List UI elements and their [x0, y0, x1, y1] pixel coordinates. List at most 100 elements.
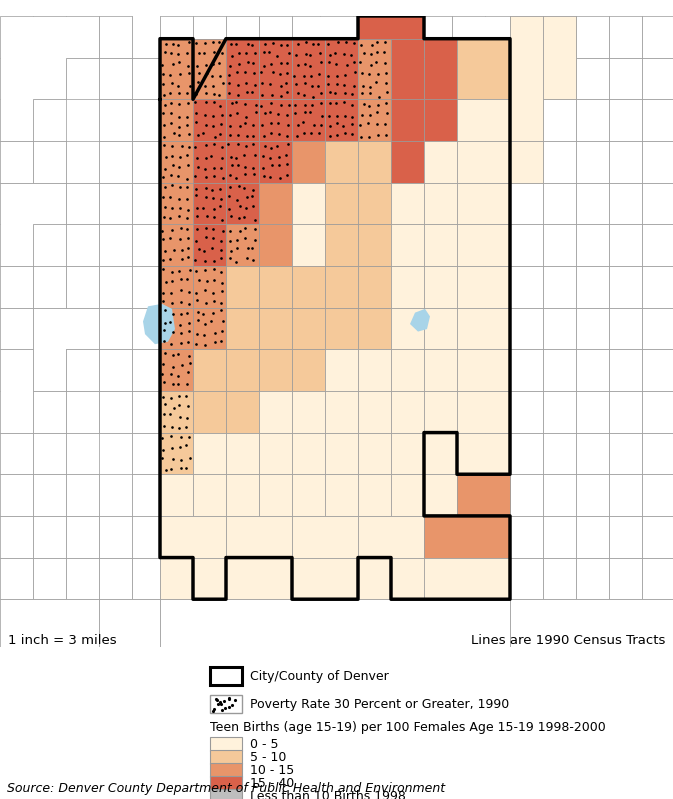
Polygon shape [457, 141, 510, 183]
Polygon shape [193, 266, 226, 308]
Polygon shape [424, 308, 457, 349]
Polygon shape [424, 225, 457, 266]
Polygon shape [325, 391, 358, 432]
Polygon shape [510, 141, 543, 183]
Polygon shape [160, 349, 193, 391]
Polygon shape [0, 475, 33, 516]
Polygon shape [642, 99, 673, 141]
Polygon shape [642, 308, 673, 349]
FancyBboxPatch shape [210, 789, 242, 799]
Polygon shape [510, 183, 543, 225]
Polygon shape [160, 558, 226, 599]
Polygon shape [510, 558, 543, 599]
Polygon shape [292, 183, 325, 225]
Polygon shape [391, 391, 424, 432]
Polygon shape [543, 225, 576, 266]
Polygon shape [292, 349, 325, 391]
Polygon shape [160, 308, 193, 349]
Text: 5 - 10: 5 - 10 [250, 750, 287, 764]
Polygon shape [33, 141, 66, 183]
Polygon shape [0, 599, 99, 647]
Polygon shape [33, 391, 66, 432]
Polygon shape [576, 141, 609, 183]
Polygon shape [510, 349, 543, 391]
Polygon shape [424, 99, 457, 141]
Polygon shape [292, 38, 325, 99]
Polygon shape [457, 475, 510, 516]
Polygon shape [576, 349, 609, 391]
Polygon shape [358, 475, 391, 516]
Polygon shape [543, 141, 576, 183]
Polygon shape [642, 225, 673, 266]
Polygon shape [259, 349, 292, 391]
Polygon shape [609, 266, 642, 308]
Polygon shape [160, 475, 193, 516]
Polygon shape [99, 308, 132, 349]
Polygon shape [66, 349, 99, 391]
Polygon shape [457, 266, 510, 308]
Polygon shape [391, 183, 424, 225]
Polygon shape [33, 475, 66, 516]
Polygon shape [543, 266, 576, 308]
Polygon shape [160, 38, 193, 99]
Polygon shape [99, 599, 160, 647]
Polygon shape [132, 141, 160, 183]
Polygon shape [66, 225, 99, 266]
Polygon shape [226, 475, 259, 516]
Polygon shape [226, 183, 259, 225]
Polygon shape [160, 225, 193, 266]
Polygon shape [358, 16, 424, 38]
Polygon shape [452, 16, 510, 38]
Polygon shape [226, 391, 259, 432]
Polygon shape [576, 475, 609, 516]
Text: City/County of Denver: City/County of Denver [250, 670, 389, 682]
Polygon shape [576, 516, 609, 558]
Polygon shape [99, 516, 132, 558]
Polygon shape [259, 266, 292, 308]
Polygon shape [576, 183, 609, 225]
Text: Lines are 1990 Census Tracts: Lines are 1990 Census Tracts [470, 634, 665, 647]
Polygon shape [33, 558, 66, 599]
FancyBboxPatch shape [210, 763, 242, 777]
Polygon shape [66, 183, 99, 225]
Polygon shape [510, 266, 543, 308]
Polygon shape [576, 99, 609, 141]
Polygon shape [193, 432, 226, 475]
Polygon shape [193, 183, 226, 225]
Polygon shape [226, 16, 259, 38]
Polygon shape [576, 308, 609, 349]
Polygon shape [642, 349, 673, 391]
Polygon shape [609, 516, 642, 558]
Polygon shape [66, 475, 99, 516]
Polygon shape [543, 99, 576, 141]
Polygon shape [386, 16, 419, 38]
Polygon shape [609, 99, 642, 141]
Polygon shape [510, 99, 543, 141]
Polygon shape [543, 308, 576, 349]
Polygon shape [193, 391, 226, 432]
FancyBboxPatch shape [210, 776, 242, 790]
Polygon shape [358, 516, 424, 558]
Text: 15 - 40: 15 - 40 [250, 777, 294, 789]
Polygon shape [132, 266, 160, 308]
Polygon shape [358, 38, 391, 99]
Polygon shape [510, 391, 543, 432]
Polygon shape [99, 391, 132, 432]
Polygon shape [510, 475, 543, 516]
Polygon shape [193, 308, 226, 349]
Polygon shape [99, 558, 132, 599]
Polygon shape [424, 432, 457, 475]
Polygon shape [543, 16, 576, 99]
Polygon shape [576, 266, 609, 308]
Polygon shape [132, 391, 160, 432]
Polygon shape [226, 349, 259, 391]
Polygon shape [0, 183, 66, 266]
Polygon shape [543, 58, 576, 99]
Polygon shape [609, 141, 642, 183]
Polygon shape [33, 266, 66, 308]
Polygon shape [543, 16, 576, 58]
Polygon shape [391, 266, 424, 308]
Text: Poverty Rate 30 Percent or Greater, 1990: Poverty Rate 30 Percent or Greater, 1990 [250, 698, 509, 710]
Polygon shape [259, 391, 292, 432]
Polygon shape [325, 266, 358, 308]
